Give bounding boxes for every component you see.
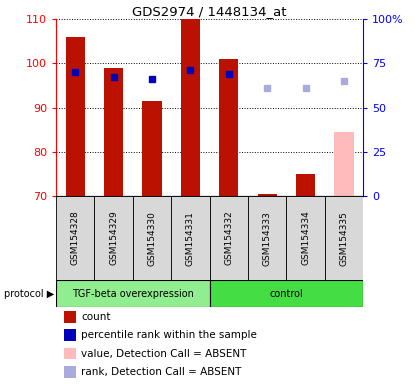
- Bar: [142, 101, 161, 196]
- Text: control: control: [269, 289, 303, 299]
- Bar: [219, 59, 238, 196]
- Bar: [325, 196, 363, 280]
- Text: rank, Detection Call = ABSENT: rank, Detection Call = ABSENT: [81, 367, 241, 377]
- Text: protocol ▶: protocol ▶: [4, 289, 54, 299]
- Text: GSM154335: GSM154335: [339, 211, 349, 265]
- Text: GSM154333: GSM154333: [263, 211, 272, 265]
- Text: GSM154334: GSM154334: [301, 211, 310, 265]
- Bar: [95, 196, 133, 280]
- Bar: [56, 196, 95, 280]
- Bar: [66, 37, 85, 196]
- Text: GSM154331: GSM154331: [186, 211, 195, 265]
- Text: GSM154330: GSM154330: [147, 211, 156, 265]
- Text: value, Detection Call = ABSENT: value, Detection Call = ABSENT: [81, 349, 246, 359]
- Bar: [181, 19, 200, 196]
- Bar: [171, 196, 210, 280]
- Bar: [296, 174, 315, 196]
- Text: TGF-beta overexpression: TGF-beta overexpression: [72, 289, 194, 299]
- Bar: [258, 194, 277, 196]
- Bar: [286, 196, 325, 280]
- Text: count: count: [81, 312, 110, 322]
- Text: GSM154329: GSM154329: [109, 211, 118, 265]
- Text: GSM154328: GSM154328: [71, 211, 80, 265]
- Bar: [210, 280, 363, 307]
- Bar: [104, 68, 123, 196]
- Bar: [56, 280, 210, 307]
- Text: percentile rank within the sample: percentile rank within the sample: [81, 330, 257, 340]
- Bar: [334, 132, 354, 196]
- Bar: [248, 196, 286, 280]
- Text: GSM154332: GSM154332: [224, 211, 233, 265]
- Title: GDS2974 / 1448134_at: GDS2974 / 1448134_at: [132, 5, 287, 18]
- Bar: [210, 196, 248, 280]
- Bar: [133, 196, 171, 280]
